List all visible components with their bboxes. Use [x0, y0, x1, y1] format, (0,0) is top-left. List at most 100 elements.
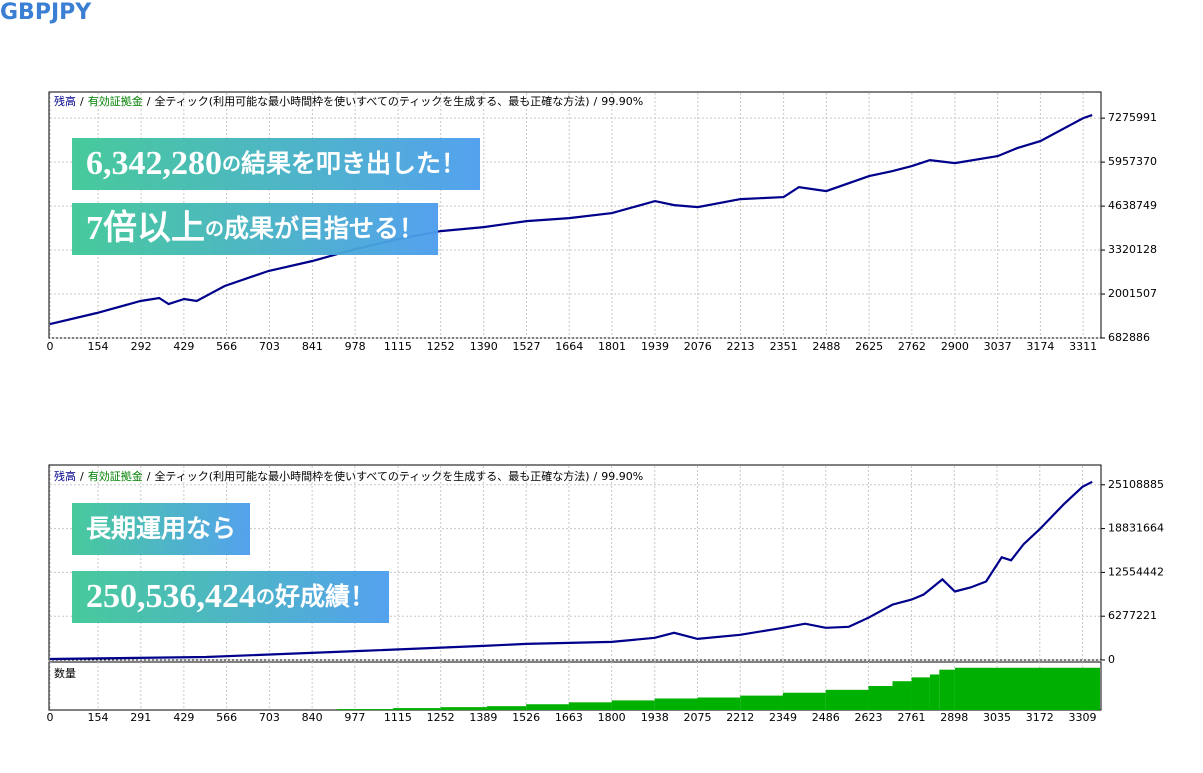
legend-entry: 残高	[54, 469, 76, 483]
x-tick-label: 3311	[1069, 340, 1097, 353]
annotation-box	[72, 571, 390, 623]
y-tick-label: 5957370	[1108, 155, 1157, 168]
x-tick-label: 2898	[940, 711, 968, 724]
annotation-part: 250,536,424	[86, 578, 256, 615]
x-tick-label: 566	[216, 340, 237, 353]
chart-header: 残高 / 有効証拠金 / 全ティック(利用可能な最小時間枠を使いすべてのティックを生成す…	[54, 94, 643, 108]
x-tick-label: 840	[302, 711, 323, 724]
volume-bar	[911, 677, 930, 710]
quality-label: 99.90%	[601, 470, 643, 483]
x-tick-label: 1115	[384, 340, 412, 353]
volume-bar	[782, 692, 826, 710]
x-tick-label: 0	[47, 340, 54, 353]
annotation-box	[72, 203, 439, 255]
annotation-part: 結果を叩き出した！	[241, 149, 466, 178]
modeling-label: 全ティック(利用可能な最小時間枠を使いすべてのティックを生成する、最も正確な方法…	[154, 94, 589, 108]
y-tick-label: 3320128	[1108, 243, 1157, 256]
annotation-part: 長期運用なら	[86, 515, 236, 543]
legend-entry: 有効証拠金	[88, 94, 143, 108]
x-tick-label: 2625	[855, 340, 883, 353]
x-tick-label: 977	[344, 711, 365, 724]
x-tick-label: 1390	[470, 340, 498, 353]
x-tick-label: 1526	[512, 711, 540, 724]
annotation-part: 成果が目指せる！	[224, 214, 424, 243]
volume-bar	[825, 689, 869, 710]
page-title: GBPJPY	[0, 0, 92, 25]
balance-line	[49, 480, 1093, 661]
x-tick-label: 2076	[684, 340, 712, 353]
plot-frame	[48, 464, 1102, 661]
y-tick-label: 7275991	[1108, 111, 1157, 124]
y-tick-label: 0	[1108, 653, 1115, 666]
y-tick-label: 2001507	[1108, 287, 1157, 300]
volume-bar	[568, 702, 612, 710]
y-tick-label: 6277221	[1108, 609, 1157, 622]
x-tick-label: 0	[47, 711, 54, 724]
x-tick-label: 3174	[1026, 340, 1054, 353]
chart-header: 残高 / 有効証拠金 / 全ティック(利用可能な最小時間枠を使いすべてのティックを生成す…	[54, 469, 643, 483]
volume-bar	[954, 667, 1083, 710]
x-tick-label: 2349	[769, 711, 797, 724]
annotation-part: の	[205, 219, 224, 240]
x-tick-label: 3309	[1069, 711, 1097, 724]
x-tick-label: 1664	[555, 340, 583, 353]
volume-bar	[697, 697, 741, 710]
volume-bar	[486, 706, 527, 710]
x-tick-label: 154	[88, 340, 109, 353]
x-tick-label: 2486	[812, 711, 840, 724]
separator: /	[80, 470, 84, 483]
volume-bar	[740, 695, 783, 710]
x-tick-label: 3037	[984, 340, 1012, 353]
x-tick-label: 566	[216, 711, 237, 724]
annotation-part: 6,342,280	[86, 145, 222, 182]
annotation-text: 6,342,280の結果を叩き出した！	[86, 145, 466, 182]
x-tick-label: 2075	[683, 711, 711, 724]
volume-bar	[526, 704, 569, 710]
x-tick-label: 1800	[598, 711, 626, 724]
x-tick-label: 1115	[384, 711, 412, 724]
annotation-part: の	[256, 587, 275, 608]
separator: /	[147, 470, 151, 483]
x-tick-label: 1389	[469, 711, 497, 724]
volume-bar	[393, 708, 441, 710]
x-tick-label: 429	[173, 340, 194, 353]
x-tick-label: 2900	[941, 340, 969, 353]
x-tick-label: 3172	[1026, 711, 1054, 724]
x-tick-label: 1938	[641, 711, 669, 724]
x-tick-label: 2623	[854, 711, 882, 724]
legend-entry: 残高	[54, 94, 76, 108]
separator: /	[80, 95, 84, 108]
x-tick-label: 1252	[427, 340, 455, 353]
x-tick-label: 2351	[770, 340, 798, 353]
volume-label: 数量	[54, 667, 76, 680]
x-tick-label: 1252	[427, 711, 455, 724]
modeling-label: 全ティック(利用可能な最小時間枠を使いすべてのティックを生成する、最も正確な方法…	[154, 469, 589, 483]
quality-label: 99.90%	[601, 95, 643, 108]
volume-bar	[440, 707, 487, 710]
x-tick-label: 841	[302, 340, 323, 353]
x-tick-label: 1663	[555, 711, 583, 724]
x-tick-label: 703	[259, 711, 280, 724]
x-tick-label: 292	[131, 340, 152, 353]
annotation-box	[72, 503, 251, 555]
x-tick-label: 2761	[898, 711, 926, 724]
x-tick-label: 2213	[727, 340, 755, 353]
volume-bar	[611, 700, 655, 710]
annotation-text: 長期運用なら	[86, 515, 236, 543]
volume-bar	[868, 686, 893, 710]
y-tick-label: 682886	[1108, 331, 1150, 344]
x-tick-label: 3035	[983, 711, 1011, 724]
legend-entry: 有効証拠金	[88, 469, 143, 483]
y-tick-label: 4638749	[1108, 199, 1157, 212]
annotation-box	[72, 138, 481, 190]
separator: /	[147, 95, 151, 108]
separator: /	[594, 470, 598, 483]
x-tick-label: 1801	[598, 340, 626, 353]
y-tick-label: 25108885	[1108, 478, 1164, 491]
volume-bar	[892, 681, 912, 710]
y-tick-label: 18831664	[1108, 522, 1164, 535]
x-tick-label: 291	[130, 711, 151, 724]
x-tick-label: 2762	[898, 340, 926, 353]
volume-bar	[337, 709, 394, 710]
